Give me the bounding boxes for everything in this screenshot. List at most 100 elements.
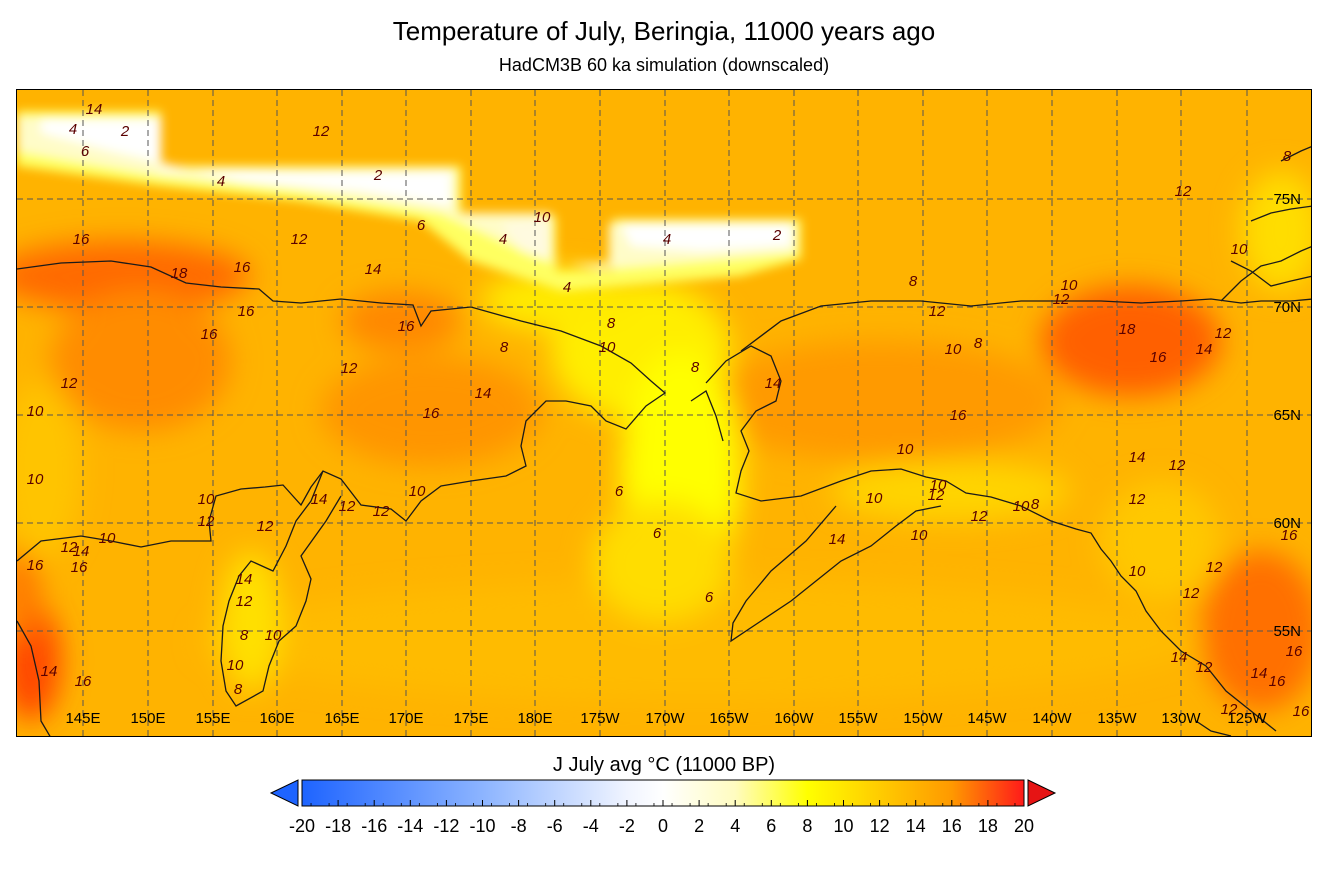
latitude-label: 65N [1273,407,1301,424]
colorbar-tick-label: 2 [694,816,704,836]
contour-label: 10 [1129,563,1146,580]
colorbar-tick-label: -18 [325,816,351,836]
contour-label: 12 [1129,491,1146,508]
colorbar-tick-label: -20 [289,816,315,836]
contour-label: 12 [1175,183,1192,200]
contour-label: 10 [1013,498,1030,515]
contour-label: 10 [911,527,928,544]
colorbar-tick-label: -10 [469,816,495,836]
contour-label: 14 [765,375,782,392]
contour-label: 8 [1031,496,1040,513]
temperature-map: 14 2 4 6 12 4 2 6 10 4 4 2 4 8 12 8 16 12 16 18 14 16 16 16 8 10 8… [16,89,1312,737]
contour-label: 12 [339,498,356,515]
temperature-patches [17,171,1311,721]
longitude-labels: 145E 150E 155E 160E 165E 170E 175E 180E 175W 170W… [65,710,1267,727]
contour-label: 12 [1169,457,1186,474]
map-subtitle: HadCM3B 60 ka simulation (downscaled) [498,55,830,75]
contour-label: 16 [238,303,255,320]
contour-label: 14 [73,543,90,560]
longitude-label: 130W [1161,710,1201,727]
longitude-label: 135W [1097,710,1137,727]
longitude-label: 165W [709,710,749,727]
contour-label: 12 [1206,559,1223,576]
contour-label: 12 [291,231,308,248]
contour-label: 4 [217,173,225,190]
contour-label: 14 [1196,341,1213,358]
contour-label: 10 [27,471,44,488]
colorbar-high-extend-arrow [1027,779,1057,807]
longitude-label: 175E [453,710,488,727]
graticule [17,90,1311,736]
contour-label: 6 [705,589,714,606]
contour-label: 16 [201,326,218,343]
contour-label: 12 [928,487,945,504]
longitude-label: 180E [517,710,552,727]
contour-label: 12 [1183,585,1200,602]
contour-label: 16 [1269,673,1286,690]
contour-label: 10 [945,341,962,358]
colorbar-tick-label: 6 [766,816,776,836]
longitude-label: 140W [1032,710,1072,727]
contour-label: 6 [653,525,662,542]
longitude-label: 175W [580,710,620,727]
contour-label: 12 [236,593,253,610]
contour-label: 8 [234,681,243,698]
contour-label: 6 [417,217,426,234]
longitude-label: 170W [645,710,685,727]
longitude-label: 160E [259,710,294,727]
contour-label: 16 [423,405,440,422]
colorbar-low-extend-arrow [269,779,299,807]
contour-label: 14 [1171,649,1188,666]
latitude-label: 55N [1273,623,1301,640]
colorbar-tick-label: 0 [658,816,668,836]
longitude-label: 170E [388,710,423,727]
contour-label: 2 [772,227,782,244]
contour-label: 16 [1293,703,1310,720]
contour-label: 4 [499,231,507,248]
contour-label: 10 [227,657,244,674]
contour-label: 14 [475,385,492,402]
longitude-label: 160W [774,710,814,727]
colorbar-tick-label: -8 [511,816,527,836]
contour-label: 10 [265,627,282,644]
colorbar-tick-label: -16 [361,816,387,836]
colorbar-tick-label: 10 [833,816,853,836]
colorbar-tick-label: 16 [942,816,962,836]
contour-label: 14 [829,531,846,548]
longitude-label: 155E [195,710,230,727]
latitude-labels: 75N 70N 65N 60N 55N [1273,191,1301,640]
contour-label: 14 [1129,449,1146,466]
colorbar-tick-label: -6 [547,816,563,836]
longitude-label: 155W [838,710,878,727]
contour-label: 12 [198,513,215,530]
contour-label: 16 [27,557,44,574]
longitude-label: 150E [130,710,165,727]
contour-label: 16 [234,259,251,276]
map-title: Temperature of July, Beringia, 11000 yea… [392,16,936,46]
contour-label: 10 [930,477,947,494]
longitude-label: 150W [903,710,943,727]
colorbar: -20 -18 -16 -14 -12 -10 -8 -6 -4 -2 0 2 4 6 8 10 12 14 16 1… [269,779,1057,836]
contour-label: 10 [198,491,215,508]
colorbar-tick-label: -2 [619,816,635,836]
contour-label: 12 [1215,325,1232,342]
contour-label: 14 [41,663,58,680]
contour-label: 16 [398,318,415,335]
contour-label: 16 [1286,643,1303,660]
colorbar-tick-label: 20 [1014,816,1034,836]
colorbar-tick-label: 12 [870,816,890,836]
colorbar-tick-label: -4 [583,816,599,836]
contour-label: 2 [120,123,130,140]
contour-label: 14 [365,261,382,278]
contour-label: 14 [1251,665,1268,682]
longitude-label: 165E [324,710,359,727]
contour-label: 14 [86,101,103,118]
contour-label: 12 [313,123,330,140]
contour-label: 16 [1150,349,1167,366]
contour-label: 12 [61,539,78,556]
colorbar-tick-label: 18 [978,816,998,836]
contour-label: 16 [71,559,88,576]
contour-label: 16 [1281,527,1298,544]
contour-label: 6 [615,483,624,500]
